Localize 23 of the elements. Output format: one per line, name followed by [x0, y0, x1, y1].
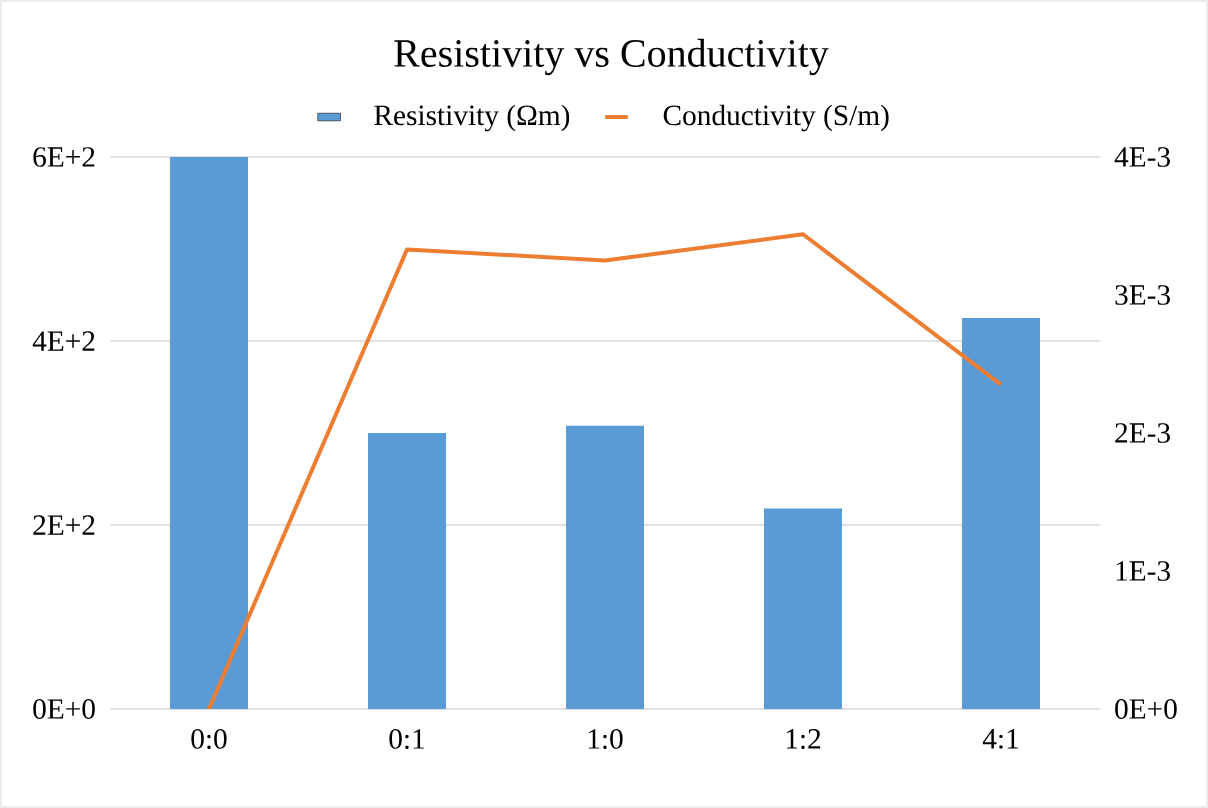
bar — [764, 508, 842, 709]
x-tick-label: 0:0 — [191, 729, 227, 749]
x-tick-label: 1:0 — [588, 729, 623, 749]
x-tick-label: 4:1 — [982, 729, 1018, 749]
y2-tick-label: 2E-3 — [1115, 423, 1170, 443]
bar — [170, 157, 248, 709]
y2-tick-label: 4E-3 — [1114, 147, 1170, 167]
legend-label: Resistivity (Ωm) — [374, 104, 570, 132]
line-series — [207, 232, 1003, 709]
y2-tick-label: 0E+0 — [1115, 699, 1177, 719]
chart-title: Resistivity vs Conductivity — [394, 38, 829, 76]
x-tick-label: 0:1 — [389, 729, 424, 749]
y-tick-label: 0E+0 — [33, 699, 95, 719]
y2-tick-label: 1E-3 — [1116, 561, 1170, 581]
y-tick-label: 6E+2 — [33, 147, 95, 167]
bar — [368, 433, 446, 709]
bar — [961, 318, 1040, 709]
y2-tick-label: 3E-3 — [1115, 285, 1170, 305]
y-tick-label: 4E+2 — [32, 331, 95, 351]
bar — [566, 425, 644, 709]
legend-label: Conductivity (S/m) — [663, 104, 889, 132]
y-tick-label: 2E+2 — [33, 515, 95, 535]
x-tick-label: 1:2 — [786, 729, 821, 749]
